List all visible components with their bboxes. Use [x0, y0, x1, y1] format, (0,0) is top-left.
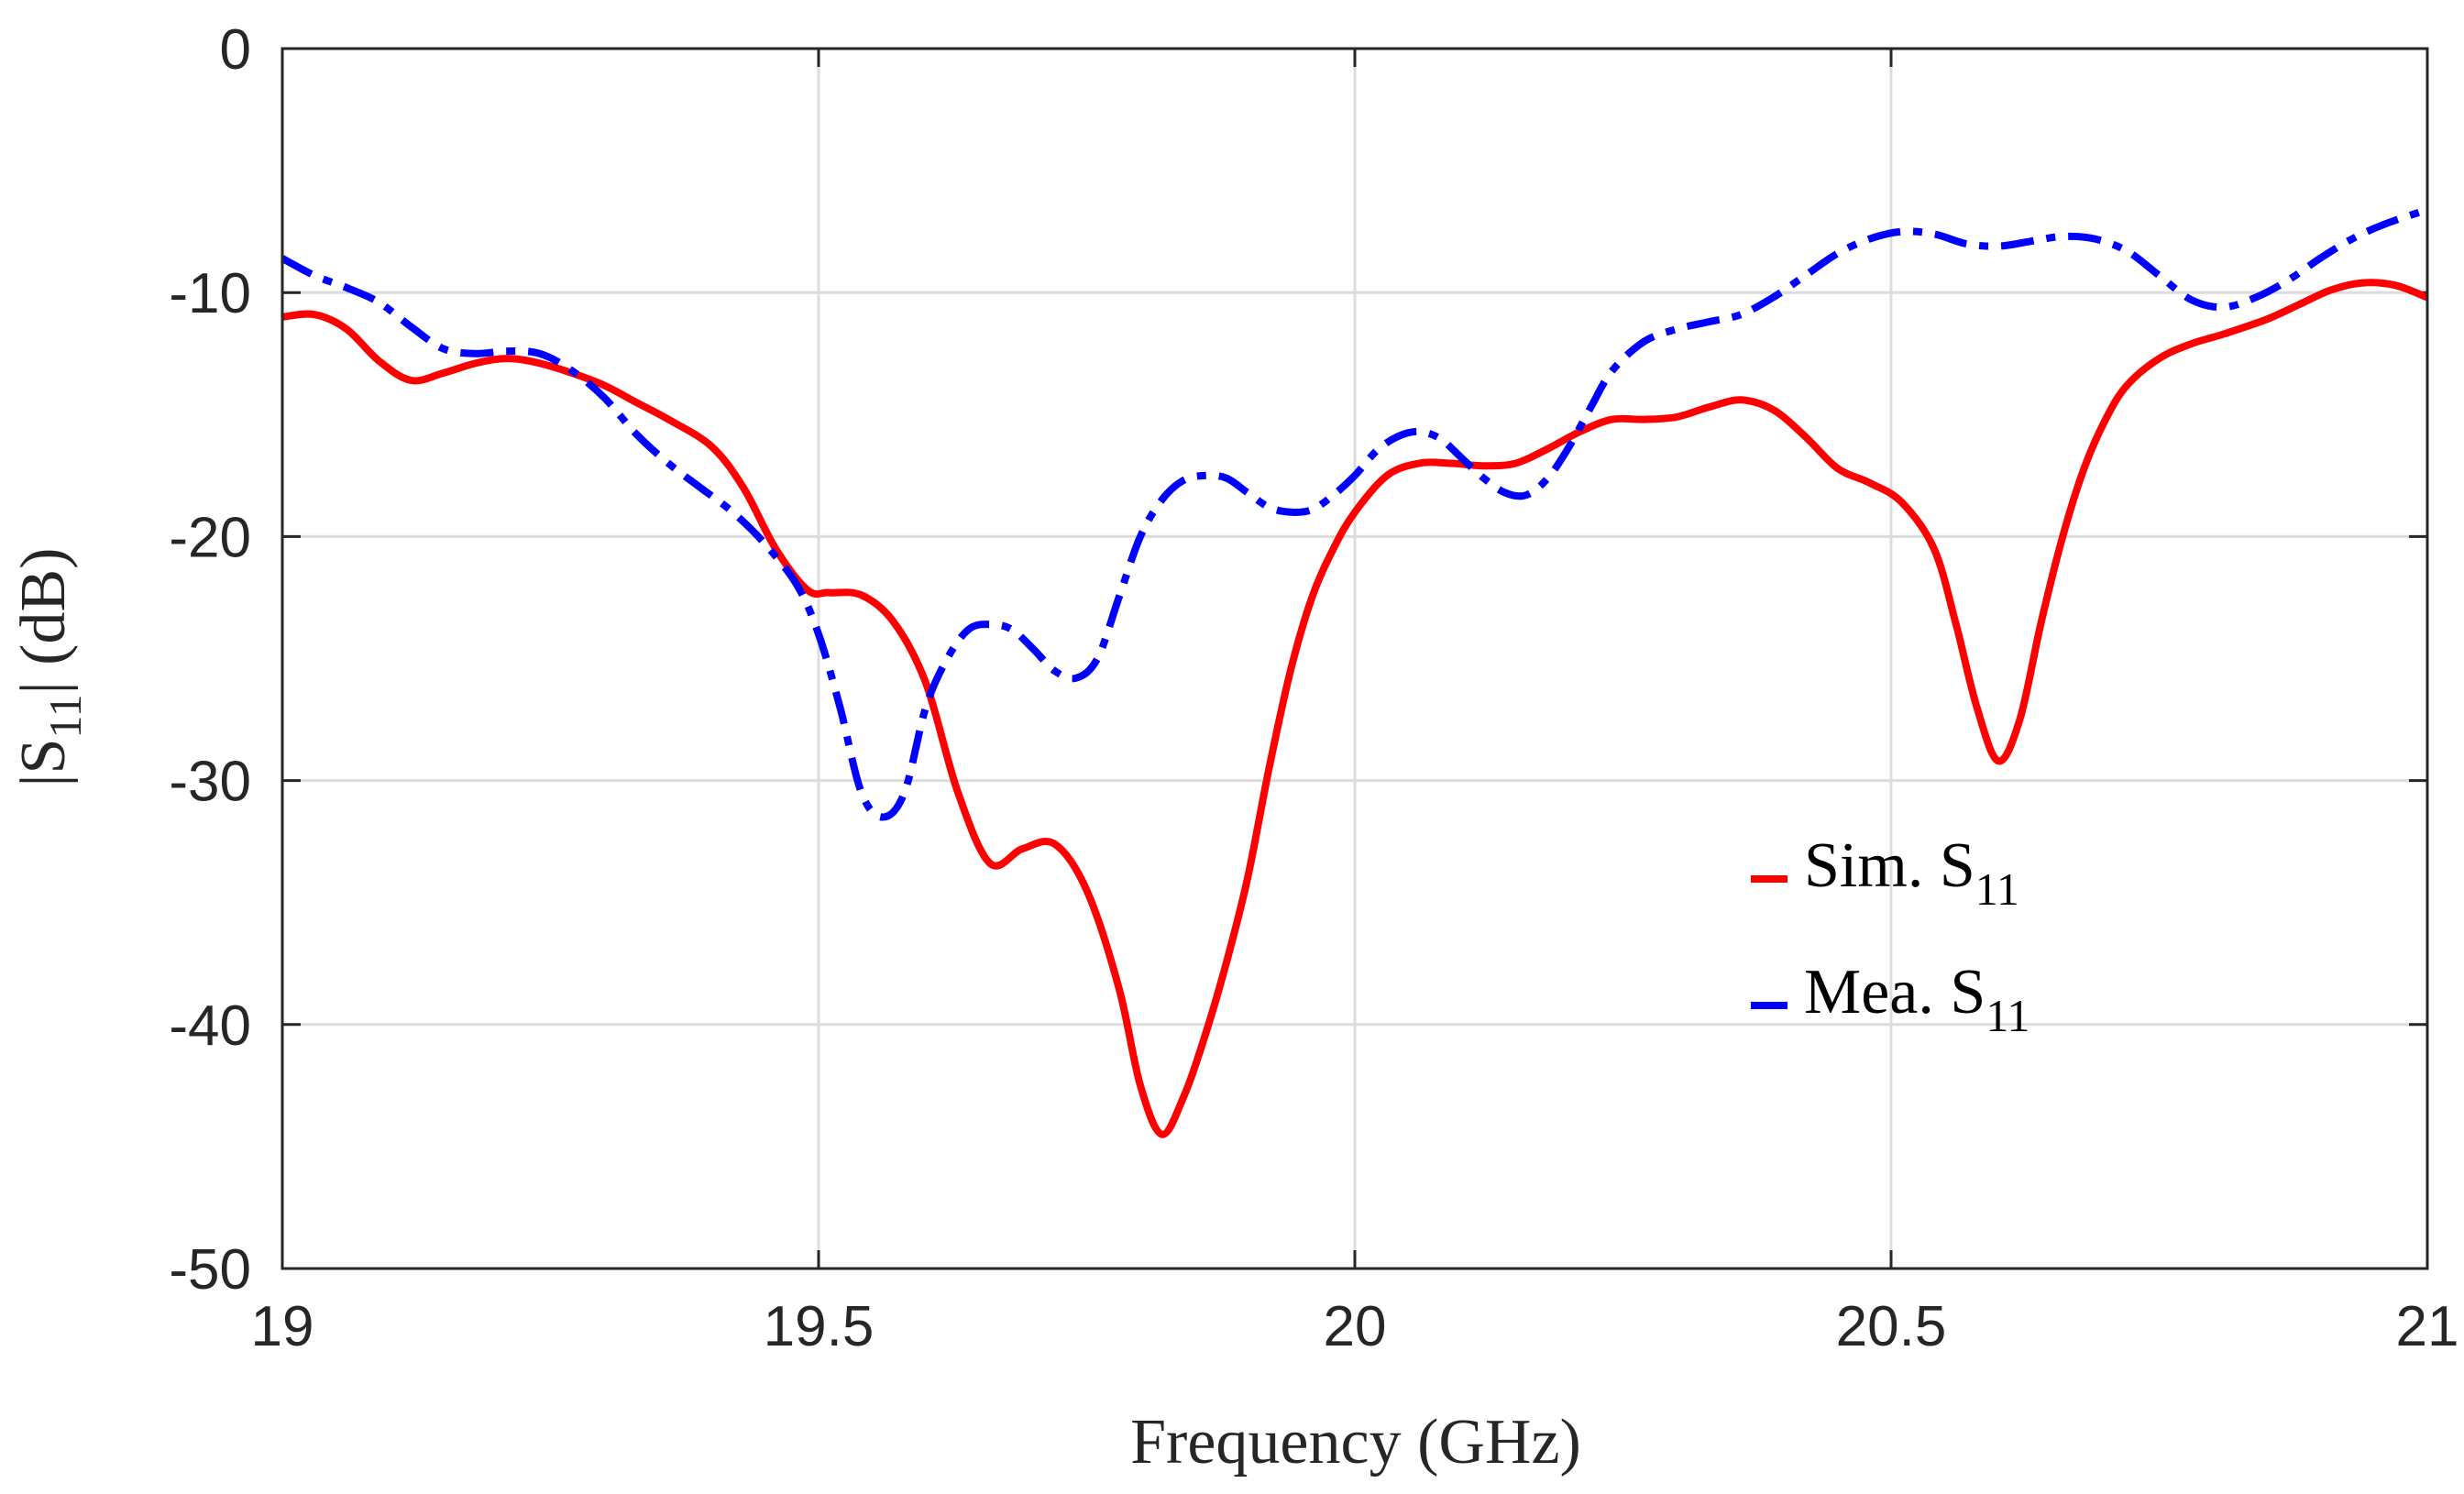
- y-axis-title-main: |S: [8, 739, 79, 787]
- y-tick-label: -50: [169, 1238, 251, 1302]
- svg-text:|S11| (dB): |S11| (dB): [8, 548, 91, 787]
- y-axis-title-sub: 11: [39, 694, 91, 738]
- x-tick-label: 20: [1324, 1295, 1387, 1358]
- y-axis-title: |S11| (dB): [8, 548, 91, 787]
- x-axis-title: Frequency (GHz): [1130, 1407, 1581, 1478]
- series-line-mea: [280, 205, 2429, 821]
- legend-label-sim: Sim. S11: [1804, 830, 2019, 915]
- y-axis-ticks: 0 -10 -20 -30 -40 -50: [169, 18, 2427, 1302]
- series-layer: [280, 205, 2429, 1138]
- x-axis-ticks: 19 19.5 20 20.5 21: [251, 49, 2459, 1358]
- y-tick-label: -20: [169, 506, 251, 569]
- grid-lines: [282, 49, 2427, 1269]
- plot-frame: [280, 47, 2429, 1270]
- series-line-sim: [281, 279, 2429, 1138]
- x-tick-label: 21: [2396, 1295, 2459, 1358]
- legend-label-mea: Mea. S11: [1804, 957, 2030, 1041]
- y-tick-label: -30: [169, 751, 251, 814]
- y-tick-label: -10: [169, 262, 251, 325]
- x-tick-label: 19: [251, 1295, 314, 1358]
- y-tick-label: 0: [220, 18, 251, 82]
- legend: Sim. S11 Mea. S11: [1751, 830, 2030, 1041]
- y-axis-title-end: | (dB): [8, 548, 79, 695]
- x-tick-label: 20.5: [1836, 1295, 1947, 1358]
- x-tick-label: 19.5: [764, 1295, 874, 1358]
- y-tick-label: -40: [169, 994, 251, 1058]
